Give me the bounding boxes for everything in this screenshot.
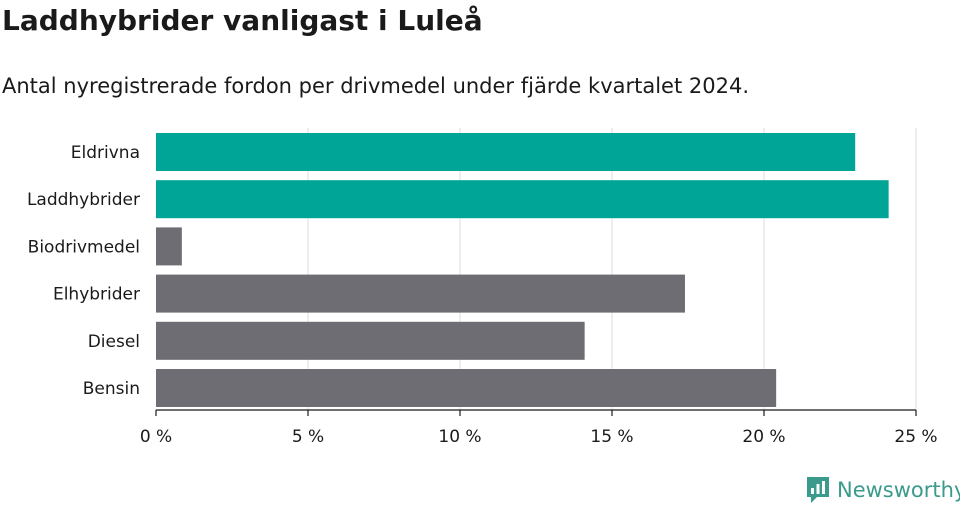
- x-tick-label: 5 %: [292, 427, 324, 447]
- x-tick-label: 20 %: [742, 427, 785, 447]
- bar-biodrivmedel: [156, 227, 182, 266]
- category-label: Laddhybrider: [27, 190, 140, 210]
- bar-diesel: [156, 321, 585, 360]
- chart-title: Laddhybrider vanligast i Luleå: [2, 4, 483, 37]
- newsworthy-logo-icon: [807, 477, 829, 503]
- category-label: Biodrivmedel: [28, 237, 140, 257]
- x-tick-label: 25 %: [894, 427, 937, 447]
- x-tick-label: 10 %: [438, 427, 481, 447]
- brand-name: Newsworthy: [837, 478, 960, 502]
- bar-chart: Eldrivna Laddhybrider Biodrivmedel Elhybrid…: [27, 128, 938, 447]
- bar-eldrivna: [156, 133, 856, 171]
- category-label: Eldrivna: [71, 143, 140, 163]
- x-tick-label: 0 %: [140, 427, 172, 447]
- category-label: Elhybrider: [53, 285, 140, 305]
- bar-bensin: [156, 369, 777, 407]
- x-tick-label: 15 %: [590, 427, 633, 447]
- chart-subtitle: Antal nyregistrerade fordon per drivmede…: [2, 74, 750, 98]
- newsworthy-logo: Newsworthy: [805, 475, 960, 505]
- category-label: Diesel: [88, 332, 140, 352]
- category-label: Bensin: [83, 379, 140, 399]
- bar-laddhybrider: [156, 180, 889, 219]
- bar-elhybrider: [156, 274, 685, 313]
